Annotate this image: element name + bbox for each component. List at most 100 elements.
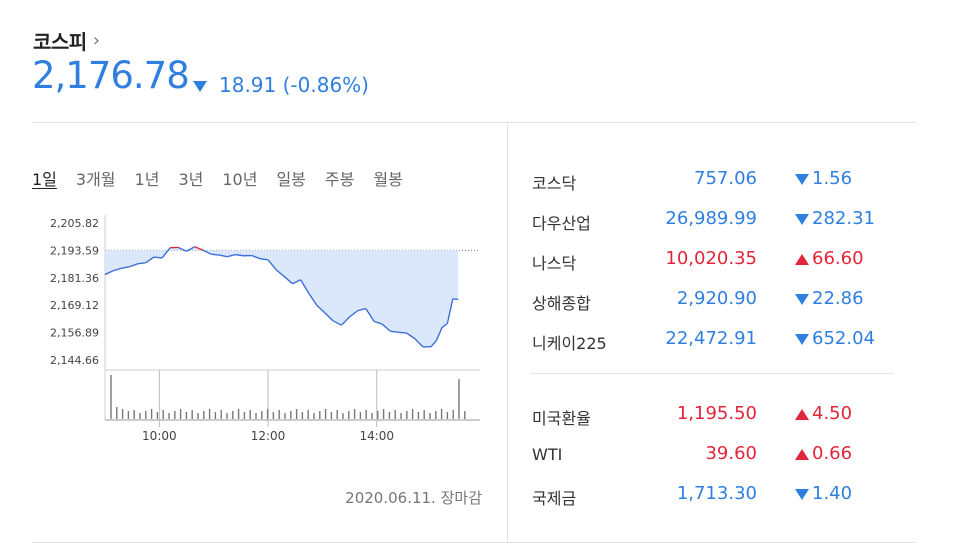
- tab-period[interactable]: 일봉: [276, 170, 306, 189]
- market-name: 나스닥: [532, 254, 577, 273]
- x-tick-label: 12:00: [251, 429, 286, 443]
- tab-period[interactable]: 주봉: [324, 170, 355, 189]
- price-line-segment: [414, 338, 424, 348]
- price-line-segment: [210, 253, 220, 256]
- price-line-segment: [267, 259, 277, 271]
- market-change: 1.56: [795, 168, 852, 189]
- market-row[interactable]: 미국환율 1,195.50 4.50: [532, 395, 902, 435]
- market-change-value: 22.86: [812, 288, 864, 309]
- y-tick-label: 2,193.59: [50, 244, 99, 257]
- price-line-segment: [251, 254, 261, 260]
- y-tick-label: 2,169.12: [50, 299, 99, 312]
- price-line-segment: [365, 308, 375, 322]
- divider: [32, 122, 916, 123]
- tab-period[interactable]: 3개월: [75, 170, 116, 189]
- price-line-segment: [137, 261, 146, 265]
- price-line-segment: [145, 256, 155, 264]
- market-change-value: 4.50: [812, 403, 853, 424]
- tab-period[interactable]: 3년: [178, 170, 204, 189]
- price-line-segment: [121, 266, 130, 269]
- index-change: 18.91 (-0.86%): [193, 73, 369, 97]
- market-value: 2,920.90: [676, 288, 757, 309]
- down-arrow-icon: [795, 174, 809, 185]
- x-tick-label: 10:00: [142, 429, 177, 443]
- market-name: 미국환율: [532, 409, 591, 428]
- tab-period[interactable]: 10년: [222, 170, 258, 189]
- market-value: 39.60: [705, 443, 757, 464]
- price-line-segment: [129, 263, 138, 268]
- market-row[interactable]: 나스닥 10,020.35 66.60: [532, 240, 902, 280]
- price-line-segment: [194, 246, 204, 251]
- market-value: 757.06: [694, 168, 757, 189]
- price-line-segment: [178, 246, 187, 252]
- market-change-value: 652.04: [812, 328, 875, 349]
- tab-period[interactable]: 1년: [134, 170, 160, 189]
- intraday-chart: 2,205.82 2,193.59 2,181.36 2,169.12 2,156.89…: [50, 215, 480, 443]
- divider: [32, 542, 916, 543]
- price-line-segment: [161, 247, 171, 259]
- down-arrow-icon: [795, 489, 809, 500]
- tab-period[interactable]: 1일: [32, 170, 57, 189]
- price-line-segment: [292, 279, 301, 285]
- market-row[interactable]: 다우산업 26,989.99 282.31: [532, 200, 902, 240]
- down-arrow-icon: [795, 294, 809, 305]
- price-line-segment: [398, 331, 407, 334]
- price-line-segment: [308, 292, 318, 306]
- price-line-segment: [202, 249, 212, 255]
- market-row[interactable]: 상해종합 2,920.90 22.86: [532, 280, 902, 320]
- market-name: 코스닥: [532, 174, 577, 193]
- down-arrow-icon: [795, 334, 809, 345]
- market-value: 1,713.30: [676, 483, 757, 504]
- index-title-link[interactable]: 코스피 ›: [33, 26, 100, 55]
- price-line-segment: [430, 339, 438, 348]
- market-change-value: 282.31: [812, 208, 875, 229]
- period-tabs: 1일 3개월 1년 3년 10년 일봉 주봉 월봉: [32, 166, 422, 190]
- index-price: 2,176.78: [32, 54, 190, 97]
- market-row[interactable]: 코스닥 757.06 1.56: [532, 160, 902, 200]
- market-name: WTI: [532, 445, 563, 464]
- down-arrow-icon: [193, 81, 207, 92]
- price-line-segment: [324, 312, 334, 322]
- price-line-segment: [357, 307, 367, 312]
- up-arrow-icon: [795, 449, 809, 460]
- market-row[interactable]: WTI 39.60 0.66: [532, 435, 902, 475]
- price-line-segment: [349, 310, 359, 318]
- market-name: 상해종합: [532, 294, 591, 313]
- price-line-segment: [340, 316, 351, 326]
- tab-period[interactable]: 월봉: [373, 170, 403, 189]
- price-line-segment: [332, 320, 342, 326]
- price-line-segment: [446, 298, 454, 324]
- up-arrow-icon: [795, 409, 809, 420]
- price-line-segment: [235, 253, 244, 257]
- price-line-segment: [316, 304, 326, 314]
- market-change: 4.50: [795, 403, 852, 424]
- market-value: 26,989.99: [665, 208, 757, 229]
- price-line-segment: [283, 276, 293, 285]
- price-line-segment: [186, 246, 196, 252]
- price-line-segment: [218, 254, 228, 258]
- market-change: 652.04: [795, 328, 875, 349]
- y-tick-label: 2,144.66: [50, 354, 99, 367]
- price-line-segment: [381, 323, 391, 332]
- index-title: 코스피: [33, 30, 87, 54]
- price-line-segment: [435, 327, 443, 341]
- market-change-value: 1.40: [812, 483, 853, 504]
- price-line-segment: [406, 332, 416, 340]
- market-change: 282.31: [795, 208, 875, 229]
- market-value: 1,195.50: [676, 403, 757, 424]
- divider: [530, 373, 894, 374]
- chevron-right-icon: ›: [92, 30, 100, 51]
- market-change: 66.60: [795, 248, 864, 269]
- market-change-value: 66.60: [812, 248, 864, 269]
- price-line-segment: [373, 320, 383, 325]
- market-change: 1.40: [795, 483, 852, 504]
- market-row[interactable]: 국제금 1,713.30 1.40: [532, 475, 902, 515]
- price-line-segment: [112, 267, 122, 272]
- price-line-segment: [227, 253, 236, 258]
- price-line-segment: [104, 270, 114, 276]
- y-tick-label: 2,156.89: [50, 327, 99, 340]
- x-tick-label: 14:00: [359, 429, 394, 443]
- market-change-value: 1.56: [812, 168, 853, 189]
- market-row[interactable]: 니케이225 22,472.91 652.04: [532, 320, 902, 360]
- market-name: 니케이225: [532, 334, 607, 353]
